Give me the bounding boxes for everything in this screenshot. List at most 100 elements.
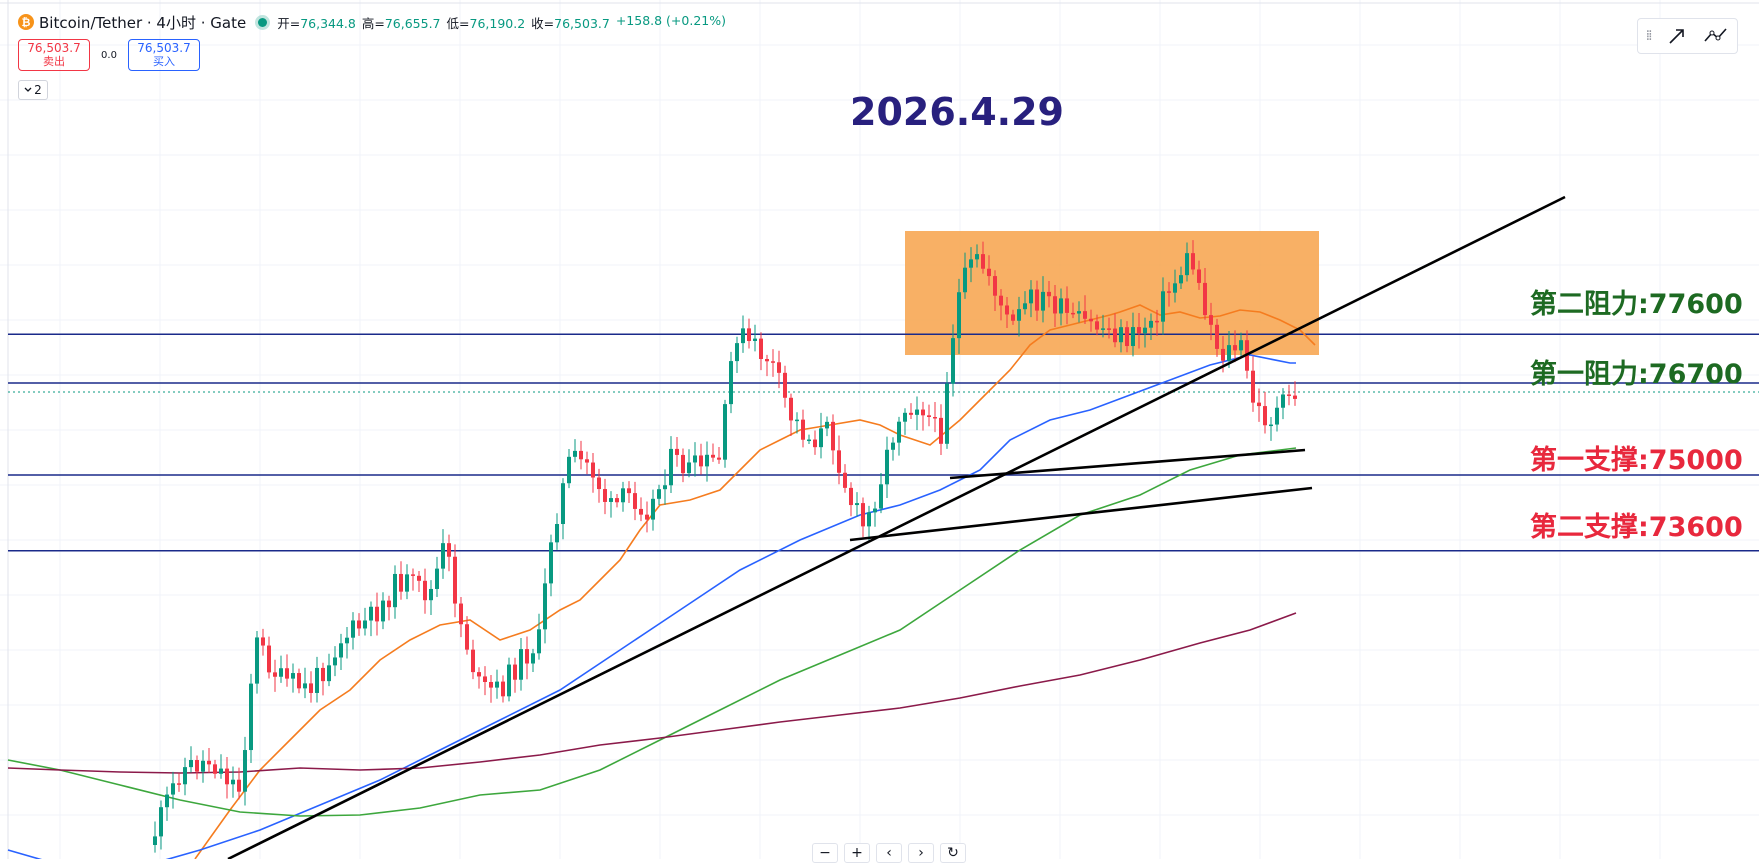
candle-up — [879, 484, 883, 509]
candle-up — [1017, 309, 1021, 321]
zoom-out-button[interactable]: − — [812, 843, 838, 863]
trendline-1 — [227, 195, 1566, 859]
candle-down — [225, 768, 229, 785]
trend-tool-icon[interactable] — [1703, 25, 1729, 47]
candle-up — [1281, 394, 1285, 408]
candle-up — [1227, 345, 1231, 361]
candle-down — [501, 681, 505, 697]
candle-down — [597, 477, 601, 490]
candle-up — [741, 328, 745, 344]
candle-up — [825, 421, 829, 429]
zoom-in-button[interactable]: + — [844, 843, 870, 863]
candle-down — [591, 462, 595, 478]
sell-label: 卖出 — [43, 55, 65, 68]
candle-down — [1293, 395, 1297, 399]
candle-up — [663, 485, 667, 490]
close-value: 76,503.7 — [554, 15, 610, 31]
candle-down — [1125, 327, 1129, 347]
candle-down — [861, 503, 865, 527]
candle-down — [717, 457, 721, 460]
spread-value: 0.0 — [101, 49, 117, 61]
candle-down — [411, 574, 415, 576]
trendline-2 — [949, 448, 1306, 480]
candle-up — [333, 657, 337, 666]
consolidation-zone[interactable] — [905, 231, 1319, 355]
buy-button[interactable]: 76,503.7 买入 — [128, 39, 200, 71]
candle-up — [669, 448, 673, 486]
candle-up — [1023, 303, 1027, 310]
moving-averages — [7, 304, 1316, 859]
candle-up — [1131, 327, 1135, 347]
candle-up — [351, 620, 355, 638]
candle-down — [1263, 406, 1267, 426]
candle-up — [1077, 311, 1081, 314]
candle-down — [1257, 402, 1261, 407]
candle-down — [177, 783, 181, 785]
candle-down — [585, 459, 589, 463]
scroll-right-button[interactable]: › — [908, 843, 934, 863]
candle-down — [417, 575, 421, 581]
candle-down — [387, 600, 391, 608]
candle-down — [285, 668, 289, 679]
candle-down — [843, 472, 847, 488]
candle-up — [735, 343, 739, 362]
low-value: 76,190.2 — [469, 15, 526, 31]
candle-down — [447, 543, 451, 557]
scroll-left-button[interactable]: ‹ — [876, 843, 902, 863]
candle-up — [519, 649, 523, 680]
candle-down — [1113, 328, 1117, 343]
candle-down — [1083, 311, 1087, 319]
candle-down — [1071, 312, 1075, 315]
candle-down — [987, 268, 991, 277]
trade-buttons: 76,503.7 卖出 0.0 76,503.7 买入 — [18, 39, 200, 71]
symbol-title[interactable]: Bitcoin/Tether · 4小时 · Gate — [39, 13, 247, 32]
market-open-status-icon — [258, 17, 268, 27]
candle-up — [543, 583, 547, 630]
sell-price: 76,503.7 — [27, 41, 81, 55]
bitcoin-icon: ₿ — [18, 14, 34, 30]
candle-down — [783, 372, 787, 398]
sell-button[interactable]: 76,503.7 卖出 — [18, 39, 90, 71]
indicator-collapse-button[interactable]: 2 — [18, 80, 48, 100]
candle-up — [1101, 328, 1105, 330]
candle-up — [537, 629, 541, 654]
candle-down — [1233, 345, 1237, 351]
candle-down — [801, 419, 805, 440]
candle-up — [429, 588, 433, 601]
candle-up — [657, 489, 661, 499]
candle-up — [549, 542, 553, 584]
candle-down — [579, 450, 583, 460]
candle-down — [909, 412, 913, 415]
candle-up — [1275, 407, 1279, 425]
candle-up — [957, 292, 961, 339]
candle-up — [1239, 340, 1243, 351]
candle-up — [231, 779, 235, 785]
candle-up — [561, 483, 565, 525]
candle-down — [483, 676, 487, 682]
reset-chart-icon[interactable]: ↻ — [940, 843, 966, 863]
trendlines — [227, 195, 1566, 859]
draw-arrow-icon[interactable] — [1666, 25, 1688, 47]
date-title: 2026.4.29 — [850, 90, 1064, 134]
candle-down — [1197, 269, 1201, 283]
candle-up — [531, 653, 535, 664]
candle-down — [477, 672, 481, 677]
candle-up — [723, 404, 727, 460]
candle-down — [459, 603, 463, 625]
candle-down — [1011, 314, 1015, 321]
candle-down — [273, 672, 277, 677]
candle-down — [261, 637, 265, 646]
candle-up — [369, 606, 373, 621]
candle-up — [303, 683, 307, 689]
candle-down — [267, 645, 271, 673]
candle-down — [675, 448, 679, 455]
candle-down — [321, 667, 325, 682]
candle-up — [189, 760, 193, 768]
candle-up — [243, 750, 247, 792]
candle-up — [867, 512, 871, 527]
drag-handle-icon[interactable]: ⁞⁞ — [1645, 28, 1653, 44]
candle-up — [621, 488, 625, 503]
candle-up — [975, 254, 979, 260]
